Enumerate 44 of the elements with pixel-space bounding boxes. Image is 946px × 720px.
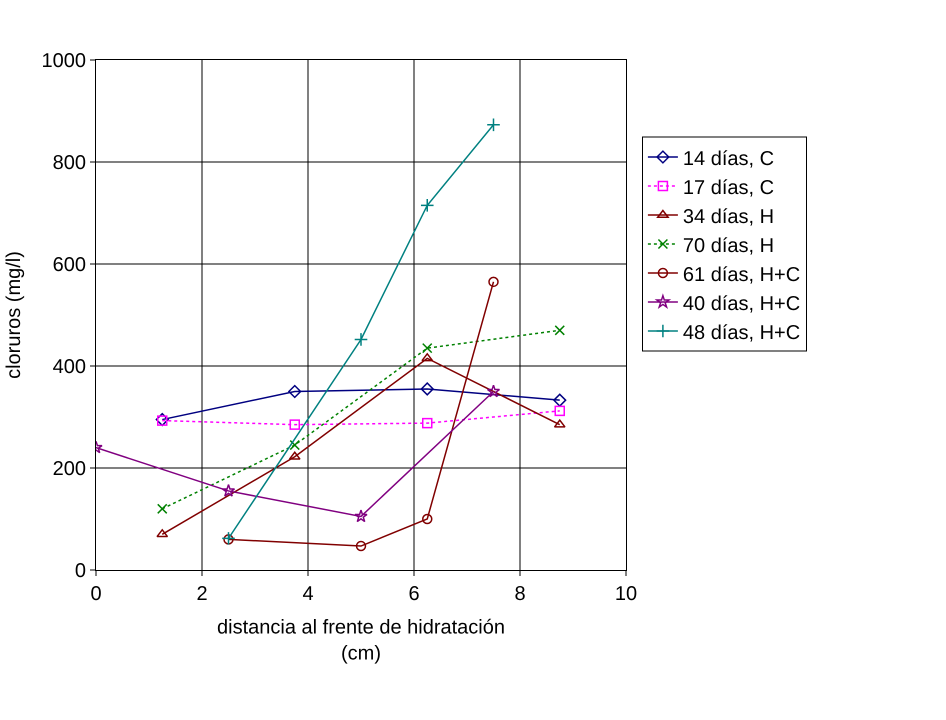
point bbox=[223, 534, 234, 545]
point bbox=[290, 440, 300, 450]
x-tick-label: 4 bbox=[302, 583, 314, 605]
point bbox=[553, 394, 566, 407]
x-tick-label: 6 bbox=[408, 583, 420, 605]
legend-label: 14 días, C bbox=[682, 148, 774, 170]
point bbox=[354, 332, 368, 347]
point bbox=[157, 504, 168, 514]
x-tick-label: 8 bbox=[514, 583, 526, 605]
point bbox=[554, 325, 565, 336]
y-axis-title: cloruros (mg/l) bbox=[3, 251, 25, 379]
point bbox=[486, 118, 501, 132]
y-tick-label: 400 bbox=[52, 356, 86, 378]
legend-label: 34 días, H bbox=[682, 206, 774, 228]
point bbox=[554, 406, 565, 416]
y-tick-label: 200 bbox=[52, 458, 86, 480]
legend-label: 48 días, H+C bbox=[682, 322, 800, 344]
legend-label: 70 días, H bbox=[682, 234, 774, 257]
legend-label: 17 días, C bbox=[682, 176, 774, 199]
y-tick-label: 600 bbox=[52, 254, 86, 276]
legend-label: 40 días, H+C bbox=[682, 292, 800, 315]
point bbox=[222, 484, 236, 497]
point bbox=[420, 382, 434, 396]
point bbox=[486, 384, 500, 398]
point bbox=[488, 276, 499, 288]
y-tick-label: 1000 bbox=[42, 50, 86, 72]
point bbox=[554, 419, 566, 428]
point bbox=[221, 531, 236, 546]
y-tick-label: 0 bbox=[74, 560, 86, 582]
point bbox=[422, 342, 432, 354]
legend-label: 61 días, H+C bbox=[682, 264, 800, 286]
x-tick-label: 2 bbox=[196, 583, 208, 605]
point bbox=[422, 514, 432, 524]
point bbox=[422, 418, 432, 428]
point bbox=[156, 412, 169, 426]
x-axis-title: distancia al frente de hidratación (cm) bbox=[217, 616, 505, 664]
point bbox=[354, 509, 368, 522]
point bbox=[420, 198, 434, 212]
point bbox=[356, 540, 366, 552]
y-tick-label: 800 bbox=[52, 152, 86, 174]
x-tick-label: 0 bbox=[90, 583, 102, 605]
point bbox=[288, 384, 302, 398]
x-tick-label: 10 bbox=[614, 583, 638, 605]
point bbox=[290, 419, 300, 430]
